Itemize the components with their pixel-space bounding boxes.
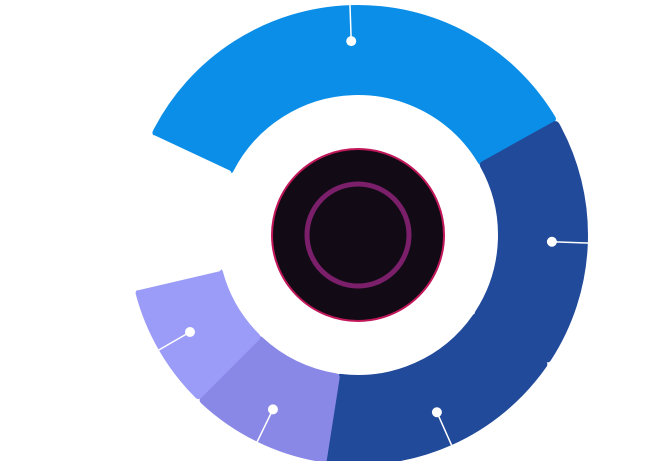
donut-slice-4 xyxy=(199,336,340,461)
donut-slice-1 xyxy=(152,5,556,174)
leader-dot-2 xyxy=(546,236,557,247)
leader-line-4 xyxy=(255,409,274,444)
leader-line-5 xyxy=(156,331,191,352)
donut-slices xyxy=(128,5,588,461)
leader-line-1 xyxy=(349,3,352,42)
center-ring xyxy=(304,181,412,289)
leader-lines xyxy=(156,3,590,448)
leader-dot-4 xyxy=(267,404,278,415)
leader-dot-3 xyxy=(431,407,442,418)
donut-slice-2 xyxy=(474,121,588,363)
leader-dot-5 xyxy=(184,327,195,337)
center-disc xyxy=(271,148,445,322)
donut-slice-5 xyxy=(135,268,261,400)
donut-slice-3 xyxy=(326,313,548,461)
leader-dot-1 xyxy=(346,36,357,47)
leader-line-2 xyxy=(551,241,590,244)
center-badge xyxy=(271,148,445,322)
leader-line-3 xyxy=(436,411,454,448)
donut-slice-6 xyxy=(128,135,232,291)
